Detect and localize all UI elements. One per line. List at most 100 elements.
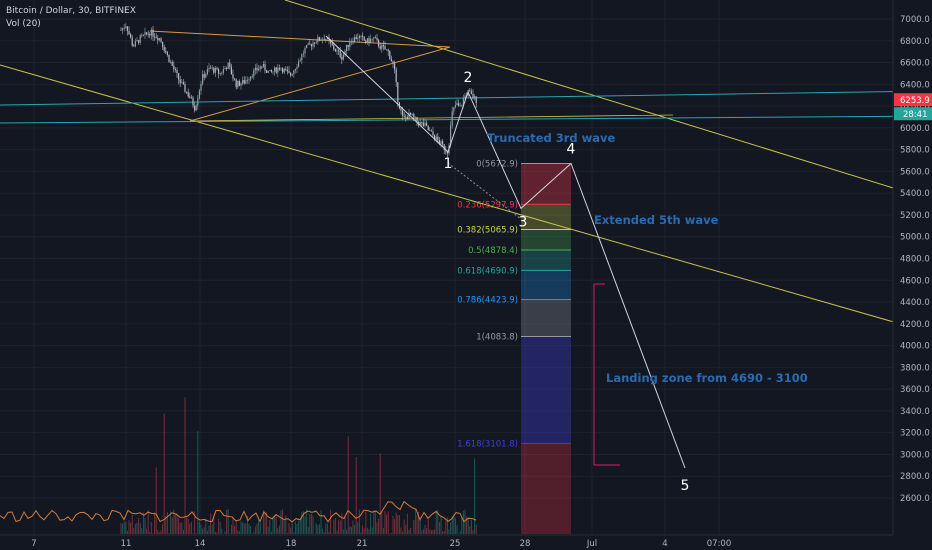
candle-body [280,68,282,70]
volume-bar [235,520,237,534]
volume-bar [283,520,285,534]
volume-indicator-label[interactable]: Vol (20) [6,19,41,29]
candle-body [309,43,311,45]
volume-bar [408,530,410,534]
candle-body [365,40,367,43]
annotation-extended-5th[interactable]: Extended 5th wave [594,213,719,227]
candle-body [202,74,204,84]
volume-bar [150,522,152,534]
volume-bar [170,511,172,534]
lower-channel-line[interactable] [0,64,932,334]
volume-bar [226,509,228,534]
volume-bar [253,531,255,534]
symbol-title[interactable]: Bitcoin / Dollar, 30, BITFINEX [6,6,136,16]
volume-bar [266,512,268,534]
candle-body [200,83,202,91]
wave-label-4[interactable]: 4 [567,141,576,157]
price-tick-label: 5600.0 [900,167,930,177]
candle-body [259,66,261,70]
volume-bar [269,519,271,534]
volume-bar [254,526,256,534]
volume-bar [469,526,471,534]
volume-bar [120,522,122,534]
horizontal-cyan-line[interactable] [0,115,932,124]
candle-body [242,79,244,84]
candle-body [176,70,178,74]
volume-bar [157,530,159,534]
volume-bar [230,524,232,534]
price-tick-label: 2800.0 [900,472,930,482]
candle-body [376,37,378,40]
volume-bar [362,525,364,534]
candle-body [347,44,349,47]
fibonacci-retracement[interactable]: 0(5672.9)0.236(5297.9)0.382(5065.9)0.5(4… [457,159,571,534]
wave-label-5[interactable]: 5 [681,478,690,494]
volume-bar [472,530,474,534]
candle-body [144,32,146,35]
landing-zone-bracket[interactable] [593,283,620,466]
volume-bar [296,523,298,534]
time-tick-label: 7 [31,539,36,549]
volume-ma-line [0,500,477,523]
volume-bar [330,509,332,534]
candle-body [218,69,220,74]
candle-body [446,151,448,154]
triangle-top-line[interactable] [149,30,451,48]
volume-bar [410,527,412,534]
wave-label-3[interactable]: 3 [519,214,528,230]
wave-1-3-dotted[interactable] [447,162,522,220]
volume-bar [454,518,456,534]
price-axis[interactable]: 7000.0 6800.0 6600.0 6400.0 6200.0 6000.0 5800… [892,0,932,550]
candle-body [302,53,304,55]
volume-bar [301,512,303,534]
candle-body [453,107,455,112]
volume-bar [242,522,244,534]
volume-bar [280,510,282,534]
candle-body [390,59,392,62]
candle-body [384,46,386,50]
candle-body [405,116,407,118]
price-tick-label: 2600.0 [900,494,930,504]
candle-body [158,38,160,41]
volume-bar [464,509,466,534]
candle-body [197,98,199,106]
volume-bar [214,531,216,534]
price-tick-label: 5800.0 [900,146,930,156]
volume-bar [402,531,404,534]
wave-label-2[interactable]: 2 [464,70,473,86]
resistance-line[interactable] [189,114,674,122]
volume-bar [139,523,141,534]
candle-body [304,48,306,54]
fib-band [521,299,571,337]
candle-body [381,45,383,49]
wave-path[interactable] [325,35,686,469]
candle-body [341,57,343,60]
trend-lines[interactable] [0,0,932,334]
elliott-wave[interactable]: 1 2 3 4 5 [325,35,690,494]
annotation-truncated-3rd[interactable]: Truncated 3rd wave [487,131,616,145]
candle-body [411,114,413,115]
time-axis[interactable]: 7 11 14 18 21 25 28 Jul 4 07:00 [0,534,893,549]
candle-body [374,37,376,39]
volume-bar [216,532,218,534]
triangle-bottom-line[interactable] [189,46,451,122]
volume-bar [336,530,338,534]
volume-bar [138,517,140,534]
volume-bar [178,517,180,534]
wave-label-1[interactable]: 1 [444,156,453,172]
candle-body [339,51,341,58]
time-tick-label: 28 [520,539,531,549]
candle-body [278,67,280,70]
volume-bar [390,532,392,534]
volume-bar [373,510,375,534]
volume-bar [422,529,424,534]
volume-bar [205,518,207,534]
candle-body [363,37,365,41]
candle-body [413,114,415,118]
volume-bar [141,528,143,534]
volume-bar [387,511,389,534]
volume-bar [278,525,280,534]
annotation-landing-zone[interactable]: Landing zone from 4690 - 3100 [606,371,808,385]
upper-channel-line[interactable] [284,0,932,201]
